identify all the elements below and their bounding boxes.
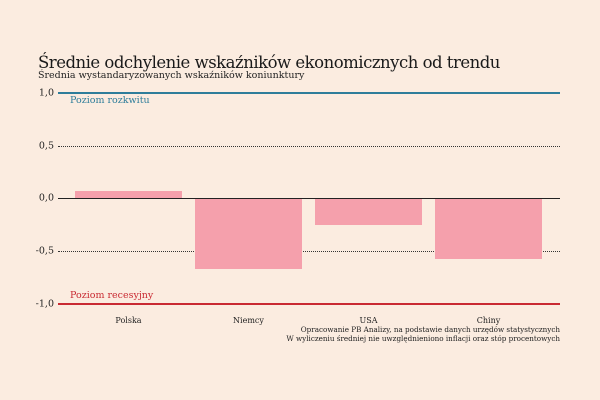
gridline-0-5 — [58, 146, 560, 147]
x-label-chiny: Chiny — [476, 316, 501, 325]
source-note: Opracowanie PB Analizy, na podstawie dan… — [286, 325, 560, 343]
bar-usa — [315, 199, 422, 225]
boom-level-label: Poziom rozkwitu — [70, 95, 150, 106]
zero-baseline — [58, 198, 560, 199]
bar-niemcy — [195, 199, 302, 269]
note-line: W wyliczeniu średniej nie uwzględnienion… — [286, 334, 560, 343]
y-tick-label: -0,5 — [35, 245, 54, 257]
chart-subtitle: Średnia wystandaryzowanych wskaźników ko… — [38, 70, 305, 81]
source-line: Opracowanie PB Analizy, na podstawie dan… — [300, 325, 560, 334]
y-tick-label: -1,0 — [35, 298, 54, 310]
y-tick-label: 0,5 — [38, 140, 54, 152]
recession-level-label: Poziom recesyjny — [70, 290, 154, 301]
x-label-polska: Polska — [115, 316, 142, 325]
x-label-usa: USA — [359, 316, 378, 325]
y-tick-label: 0,0 — [38, 192, 54, 204]
chart-title: Średnie odchylenie wskaźników ekonomiczn… — [38, 53, 500, 72]
recession-reference-line — [58, 303, 560, 305]
bar-polska — [75, 191, 182, 198]
gridline-minus-0-5 — [58, 251, 560, 252]
x-label-niemcy: Niemcy — [233, 316, 264, 325]
y-tick-label: 1,0 — [38, 87, 54, 99]
bar-chiny — [435, 199, 542, 259]
boom-reference-line — [58, 92, 560, 94]
